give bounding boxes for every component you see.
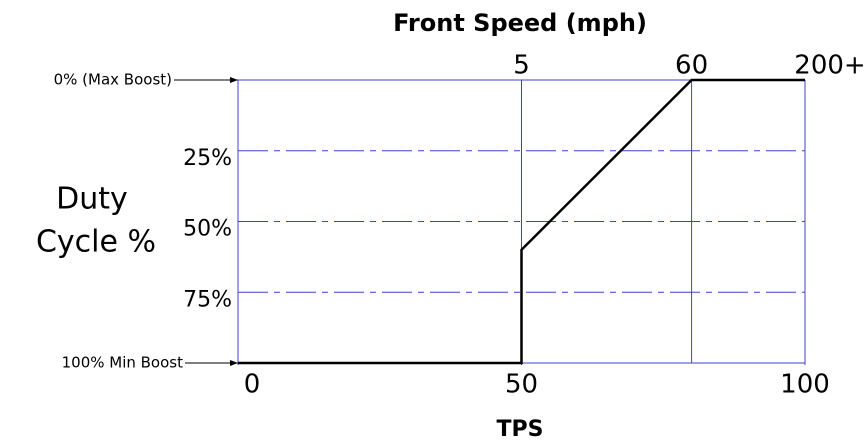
x2-tick-label: 200+ <box>794 51 865 81</box>
x-tick-label: 50 <box>505 370 538 400</box>
y-tick-label: 25% <box>183 146 232 171</box>
x2-tick-label: 5 <box>513 51 530 81</box>
x-tick-label: 0 <box>244 370 261 400</box>
y-tick-label: 0% (Max Boost) <box>54 71 172 89</box>
y-axis-label: Duty <box>56 182 128 217</box>
x2-tick-label: 60 <box>675 51 708 81</box>
y-tick-label: 75% <box>183 287 232 312</box>
x-tick-label: 100 <box>780 370 830 400</box>
tick-arrow <box>230 77 238 83</box>
y-tick-label: 100% Min Boost <box>62 354 183 372</box>
chart-title: Front Speed (mph) <box>393 9 647 37</box>
tick-arrow <box>230 360 238 366</box>
y-axis-label: Cycle % <box>36 225 156 260</box>
data-line <box>238 78 805 365</box>
x-axis-label: TPS <box>497 417 544 442</box>
y-tick-label: 50% <box>183 217 232 242</box>
